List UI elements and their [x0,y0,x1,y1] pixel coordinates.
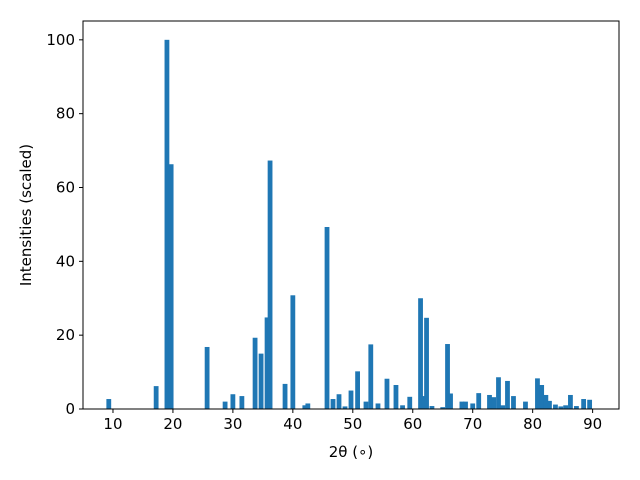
bar [153,386,159,409]
bar [553,404,558,409]
bar [587,399,593,409]
x-tick-label: 80 [523,415,542,433]
bar [400,405,405,409]
bar [168,164,174,409]
bar [305,403,311,409]
bar [258,353,264,409]
bar [491,397,497,409]
bar [393,385,399,409]
bar [106,399,112,409]
bar [252,337,258,409]
x-tick-label: 70 [463,415,482,433]
bar [511,396,516,409]
bar [418,298,423,409]
x-tick-label: 40 [283,415,302,433]
bar [267,160,273,409]
bar [568,394,573,409]
bar [375,403,381,409]
bar [342,406,348,409]
bar [324,226,330,409]
bar [407,396,413,409]
bar [302,405,308,409]
bar [282,383,288,409]
x-tick-label: 10 [103,415,122,433]
bar [558,406,564,409]
bar [535,378,540,409]
y-axis-label: Intensities (scaled) [17,144,35,286]
bar [264,317,270,409]
bar [505,380,510,409]
y-tick-label: 20 [56,326,75,344]
bar [336,394,342,409]
bar [463,401,468,409]
bar [424,317,429,409]
bar [547,400,552,409]
bar [470,403,476,409]
bar [543,394,549,409]
bar [290,295,296,409]
bar [500,405,506,409]
bar [222,401,228,409]
bar [440,407,446,409]
bar [204,346,210,409]
plot-frame [82,20,620,410]
bar [239,396,245,409]
y-tick-label: 40 [56,252,75,270]
bar [230,394,236,409]
bar [429,406,435,409]
bar [368,344,374,409]
bar [421,396,426,409]
bar [164,39,170,409]
x-tick-label: 50 [343,415,362,433]
bar [496,377,501,409]
y-tick-label: 100 [46,31,75,49]
bar [539,385,545,409]
y-tick-label: 80 [56,105,75,123]
bar [348,390,354,409]
x-tick-label: 20 [163,415,182,433]
bar [574,406,579,409]
x-tick-label: 60 [403,415,422,433]
y-tick-label: 60 [56,178,75,196]
x-axis-label: 2θ (∘) [329,443,374,461]
bar [459,401,465,409]
bar [448,393,453,409]
bar [563,405,569,409]
bar [355,371,360,409]
bar [330,399,336,409]
y-tick-label: 0 [65,400,75,418]
bar [523,401,528,409]
bar [363,401,369,409]
bar [581,399,587,409]
bar [476,393,482,409]
bar [384,378,390,409]
x-tick-label: 30 [223,415,242,433]
x-tick-label: 90 [583,415,602,433]
bar [445,344,450,409]
bar [487,394,492,409]
